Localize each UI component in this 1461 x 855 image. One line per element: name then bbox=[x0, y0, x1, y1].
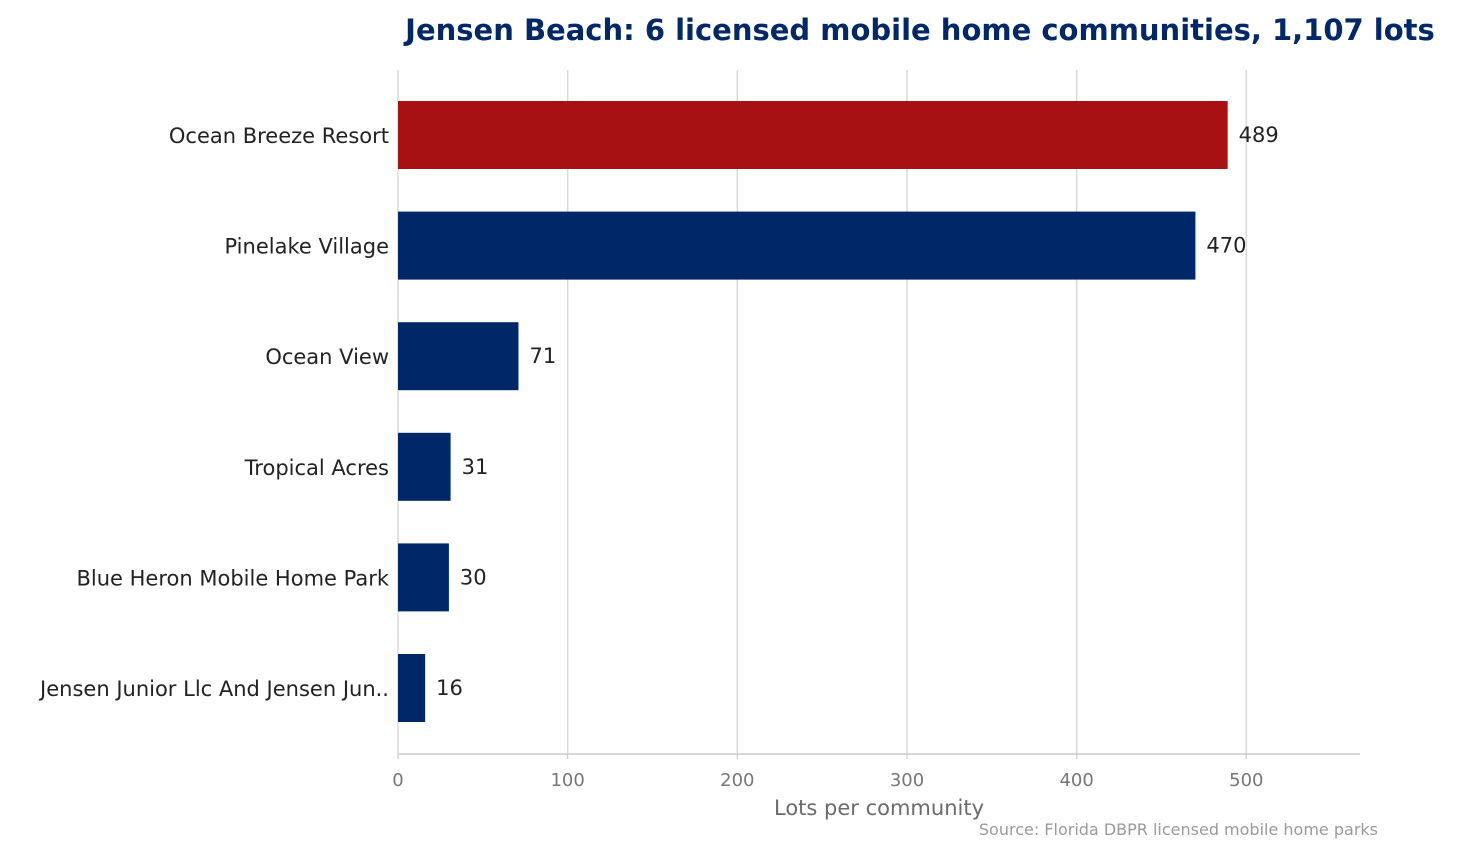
category-label: Tropical Acres bbox=[244, 456, 389, 480]
category-label: Jensen Junior Llc And Jensen Jun.. bbox=[38, 677, 389, 701]
bar bbox=[398, 654, 426, 722]
value-labels: 489 470 71 31 30 16 bbox=[436, 123, 1279, 700]
x-tick-label: 100 bbox=[550, 770, 584, 791]
data-label: 16 bbox=[436, 676, 463, 700]
chart-title: Jensen Beach: 6 licensed mobile home com… bbox=[403, 13, 1435, 47]
bar bbox=[398, 432, 451, 501]
data-label: 31 bbox=[462, 455, 489, 479]
data-label: 470 bbox=[1206, 234, 1246, 258]
category-label: Ocean View bbox=[265, 345, 389, 369]
x-tick-label: 500 bbox=[1229, 770, 1263, 791]
source-note: Source: Florida DBPR licensed mobile hom… bbox=[979, 820, 1378, 839]
x-tick-label: 400 bbox=[1059, 770, 1093, 791]
data-label: 489 bbox=[1239, 123, 1279, 147]
bar bbox=[398, 211, 1196, 280]
gridlines bbox=[397, 70, 1248, 754]
data-label: 71 bbox=[529, 344, 556, 368]
data-label: 30 bbox=[460, 565, 487, 589]
category-label: Pinelake Village bbox=[224, 235, 389, 259]
x-axis-title: Lots per community bbox=[774, 796, 984, 820]
x-tick-label: 300 bbox=[890, 770, 924, 791]
x-axis-ticks: 0 100 200 300 400 500 bbox=[392, 754, 1264, 791]
x-tick-label: 200 bbox=[720, 770, 754, 791]
category-label: Blue Heron Mobile Home Park bbox=[77, 566, 390, 590]
category-labels: Ocean Breeze Resort Pinelake Village Ocean… bbox=[38, 124, 390, 701]
bar bbox=[398, 543, 449, 612]
category-label: Ocean Breeze Resort bbox=[169, 124, 389, 148]
x-tick-label: 0 bbox=[392, 770, 403, 791]
bar bbox=[398, 101, 1228, 169]
bar bbox=[398, 322, 519, 391]
bars bbox=[398, 101, 1228, 722]
